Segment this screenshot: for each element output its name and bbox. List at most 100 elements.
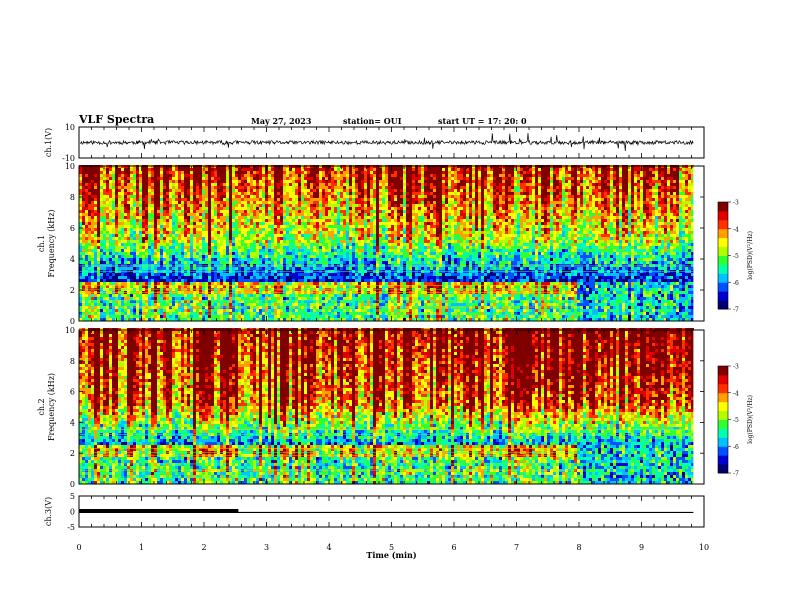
spectrogram-cell — [154, 255, 157, 258]
spectrogram-cell — [349, 267, 352, 270]
spectrogram-cell — [313, 171, 316, 174]
spectrogram-cell — [241, 210, 244, 213]
spectrogram-cell — [175, 168, 178, 171]
spectrogram-cell — [94, 276, 97, 279]
spectrogram-cell — [103, 210, 106, 213]
spectrogram-cell — [250, 255, 253, 258]
spectrogram-cell — [169, 252, 172, 255]
spectrogram-cell — [334, 168, 337, 171]
spectrogram-cell — [91, 189, 94, 192]
spectrogram-cell — [109, 213, 112, 216]
spectrogram-cell — [208, 207, 211, 210]
spectrogram-cell — [229, 309, 232, 312]
spectrogram-cell — [193, 174, 196, 177]
spectrogram-cell — [97, 282, 100, 285]
spectrogram-cell — [94, 279, 97, 282]
spectrogram-cell — [304, 315, 307, 318]
spectrogram-cell — [127, 261, 130, 264]
spectrogram-cell — [262, 171, 265, 174]
spectrogram-cell — [178, 267, 181, 270]
spectrogram-cell — [121, 306, 124, 309]
spectrogram-cell — [214, 264, 217, 267]
spectrogram-cell — [211, 249, 214, 252]
spectrogram-cell — [175, 183, 178, 186]
spectrogram-cell — [232, 249, 235, 252]
spectrogram-cell — [202, 210, 205, 213]
spectrogram-cell — [319, 195, 322, 198]
spectrogram-cell — [172, 186, 175, 189]
spectrogram-cell — [295, 210, 298, 213]
spectrogram-cell — [292, 240, 295, 243]
spectrogram-cell — [145, 309, 148, 312]
spectrogram-cell — [94, 231, 97, 234]
spectrogram-cell — [253, 225, 256, 228]
spectrogram-cell — [157, 267, 160, 270]
spectrogram-cell — [298, 180, 301, 183]
spectrogram-cell — [238, 240, 241, 243]
spectrogram-cell — [103, 207, 106, 210]
spectrogram-cell — [322, 279, 325, 282]
spectrogram-cell — [355, 267, 358, 270]
spectrogram-cell — [97, 222, 100, 225]
spectrogram-cell — [340, 249, 343, 252]
spectrogram-cell — [232, 225, 235, 228]
spectrogram-cell — [97, 240, 100, 243]
spectrogram-cell — [229, 267, 232, 270]
spectrogram-cell — [151, 249, 154, 252]
spectrogram-cell — [130, 237, 133, 240]
spectrogram-cell — [307, 189, 310, 192]
spectrogram-cell — [355, 168, 358, 171]
spectrogram-cell — [352, 198, 355, 201]
spectrogram-cell — [310, 228, 313, 231]
spectrogram-cell — [172, 312, 175, 315]
spectrogram-cell — [289, 306, 292, 309]
spectrogram-cell — [184, 255, 187, 258]
spectrogram-cell — [82, 189, 85, 192]
spectrogram-cell — [181, 240, 184, 243]
spectrogram-cell — [205, 210, 208, 213]
spectrogram-cell — [178, 252, 181, 255]
spectrogram-cell — [328, 246, 331, 249]
spectrogram-cell — [172, 198, 175, 201]
spectrogram-cell — [178, 198, 181, 201]
spectrogram-cell — [214, 174, 217, 177]
spectrogram-cell — [94, 309, 97, 312]
spectrogram-cell — [94, 183, 97, 186]
spectrogram-cell — [220, 264, 223, 267]
spectrogram-cell — [187, 246, 190, 249]
spectrogram-cell — [304, 225, 307, 228]
spectrogram-cell — [154, 192, 157, 195]
spectrogram-cell — [331, 210, 334, 213]
spectrogram-cell — [100, 201, 103, 204]
spectrogram-cell — [262, 222, 265, 225]
spectrogram-cell — [127, 201, 130, 204]
spectrogram-cell — [187, 294, 190, 297]
spectrogram-cell — [241, 231, 244, 234]
spectrogram-cell — [109, 261, 112, 264]
spectrogram-cell — [259, 174, 262, 177]
spectrogram-cell — [307, 309, 310, 312]
spectrogram-cell — [247, 303, 250, 306]
spectrogram-cell — [145, 261, 148, 264]
spectrogram-cell — [190, 177, 193, 180]
spectrogram-cell — [331, 243, 334, 246]
spectrogram-cell — [307, 177, 310, 180]
spectrogram-cell — [151, 186, 154, 189]
spectrogram-cell — [277, 264, 280, 267]
spectrogram-cell — [232, 198, 235, 201]
spectrogram-cell — [142, 231, 145, 234]
spectrogram-cell — [343, 282, 346, 285]
spectrogram-cell — [334, 312, 337, 315]
spectrogram-cell — [319, 306, 322, 309]
spectrogram-cell — [181, 192, 184, 195]
spectrogram-cell — [328, 237, 331, 240]
spectrogram-cell — [124, 255, 127, 258]
spectrogram-cell — [286, 267, 289, 270]
spectrogram-cell — [274, 273, 277, 276]
spectrogram-cell — [118, 306, 121, 309]
spectrogram-cell — [337, 261, 340, 264]
spectrogram-cell — [256, 222, 259, 225]
spectrogram-cell — [208, 261, 211, 264]
spectrogram-cell — [343, 180, 346, 183]
spectrogram-cell — [199, 174, 202, 177]
